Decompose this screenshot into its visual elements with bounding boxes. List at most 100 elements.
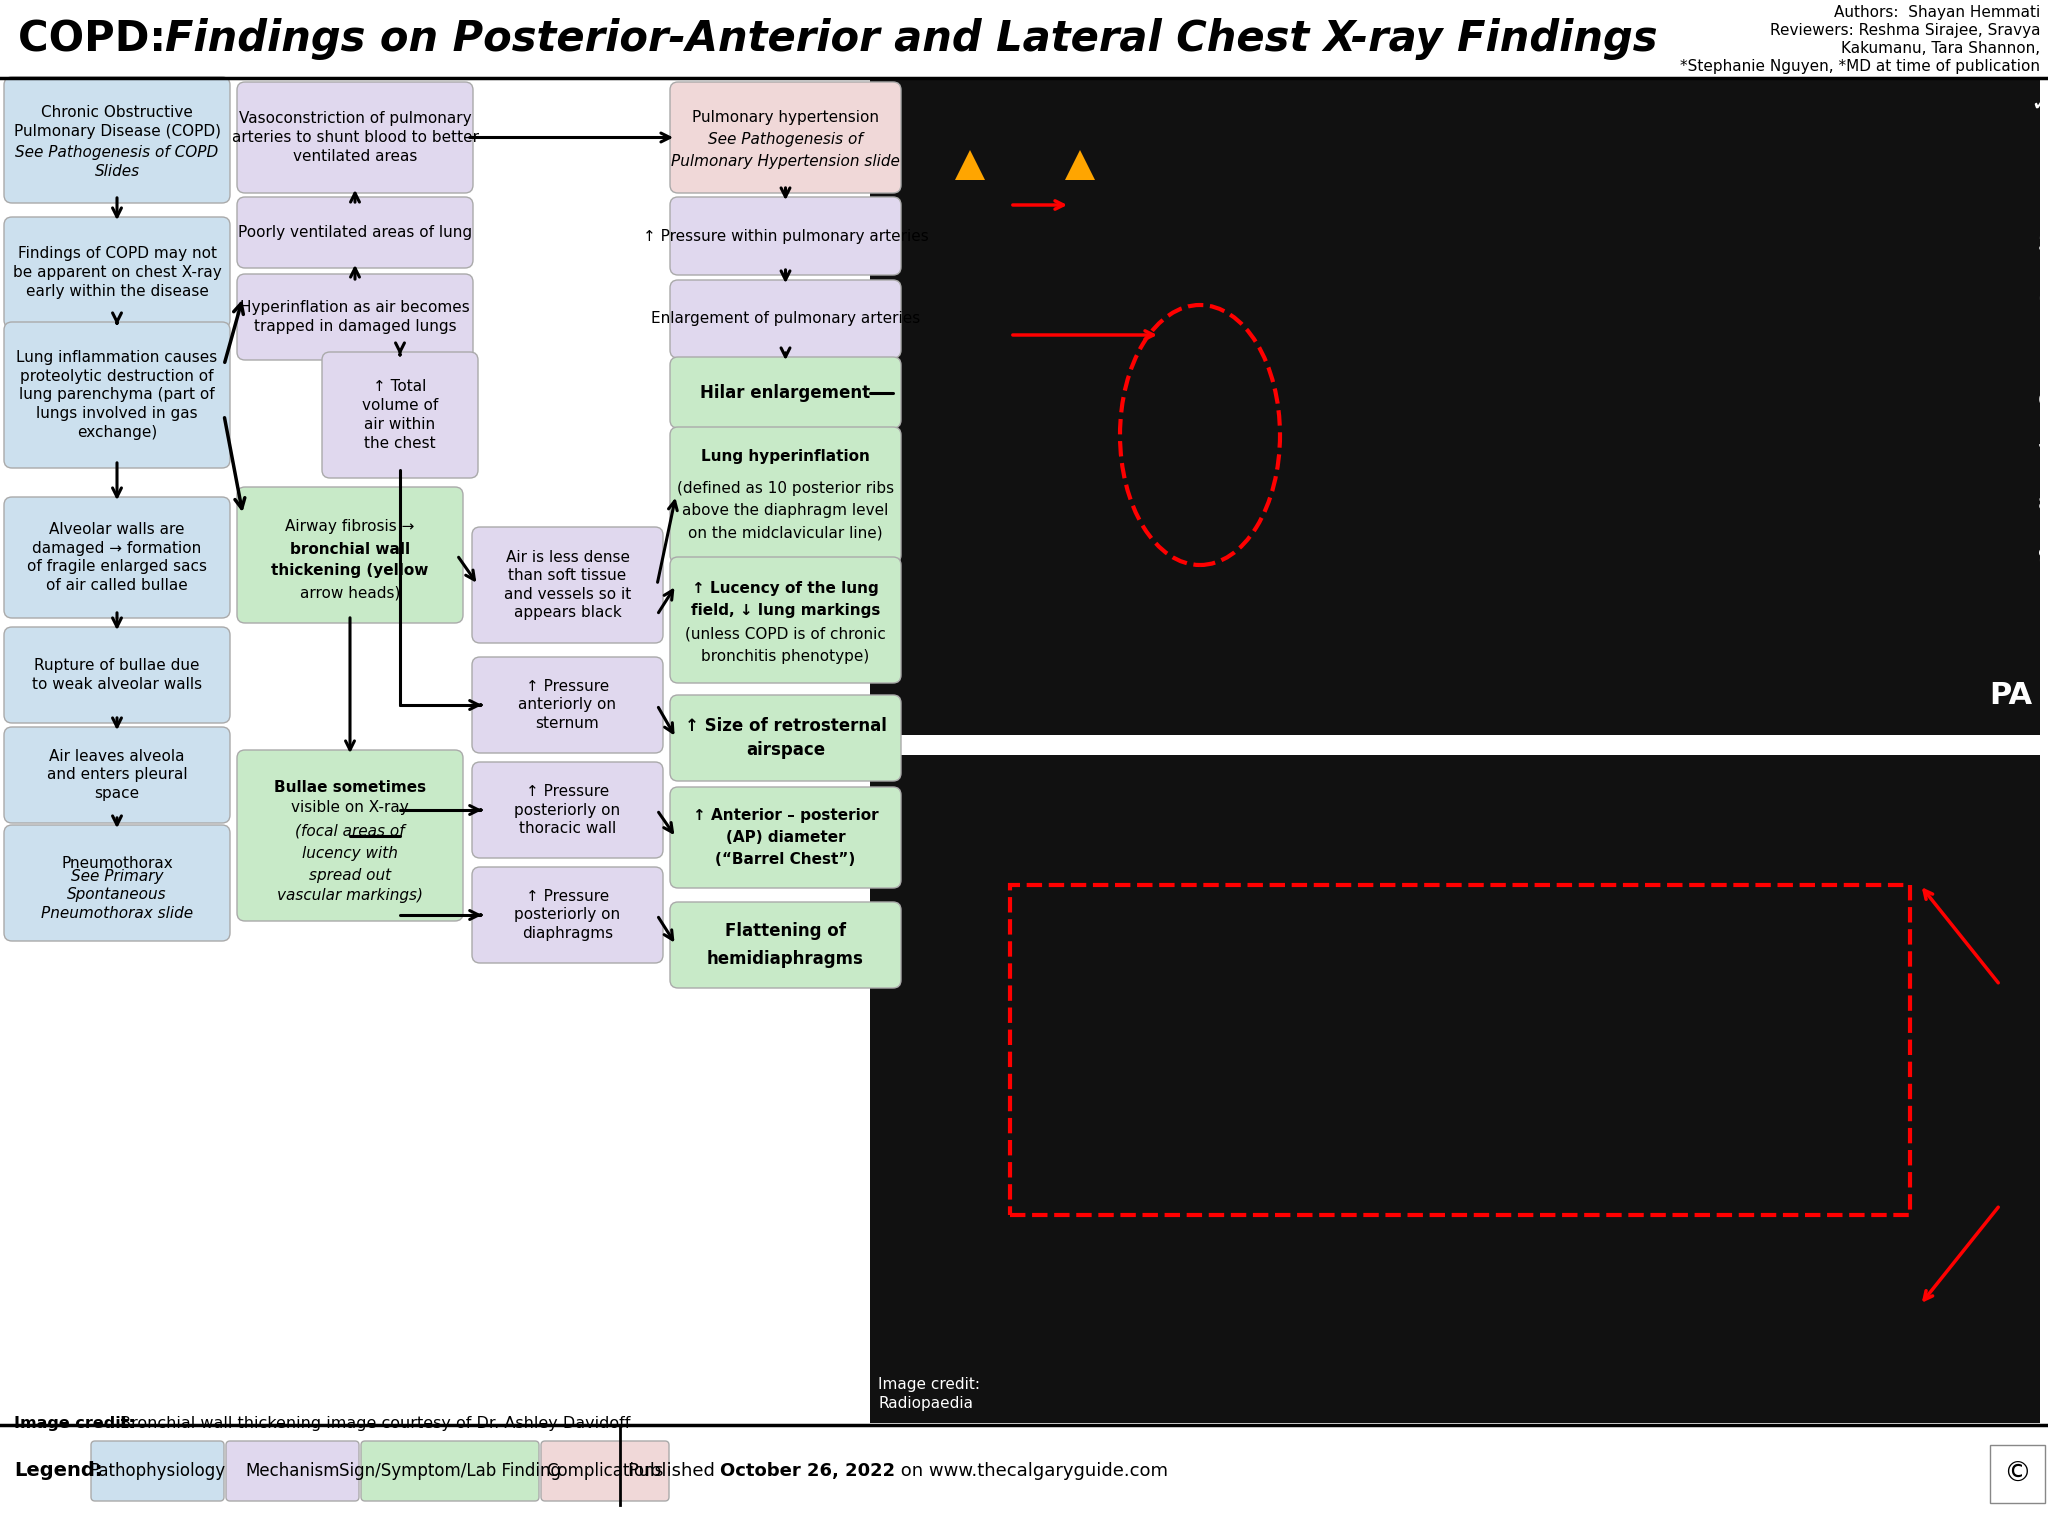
Text: Authors:  Shayan Hemmati: Authors: Shayan Hemmati: [1833, 5, 2040, 20]
Text: 7: 7: [2038, 442, 2048, 462]
FancyBboxPatch shape: [670, 280, 901, 358]
Text: Vasoconstriction of pulmonary
arteries to shunt blood to better
ventilated areas: Vasoconstriction of pulmonary arteries t…: [231, 112, 479, 164]
Text: 6: 6: [2038, 391, 2048, 409]
Text: Pathophysiology: Pathophysiology: [90, 1462, 225, 1480]
Text: field, ↓ lung markings: field, ↓ lung markings: [690, 603, 881, 618]
Text: airspace: airspace: [745, 741, 825, 759]
Text: Sign/Symptom/Lab Finding: Sign/Symptom/Lab Finding: [340, 1462, 561, 1480]
Text: Findings on Posterior-Anterior and Lateral Chest X-ray Findings: Findings on Posterior-Anterior and Later…: [166, 18, 1657, 61]
Text: Rupture of bullae due
to weak alveolar walls: Rupture of bullae due to weak alveolar w…: [33, 658, 203, 692]
Text: 5: 5: [2038, 338, 2048, 358]
Text: Flattening of: Flattening of: [725, 923, 846, 939]
Text: COPD:: COPD:: [18, 18, 180, 61]
Text: arrow heads): arrow heads): [299, 585, 399, 600]
FancyBboxPatch shape: [670, 197, 901, 276]
FancyBboxPatch shape: [90, 1441, 223, 1501]
Text: Pulmonary hypertension: Pulmonary hypertension: [692, 111, 879, 126]
Text: Air leaves alveola
and enters pleural
space: Air leaves alveola and enters pleural sp…: [47, 748, 186, 801]
FancyBboxPatch shape: [541, 1441, 670, 1501]
Text: ↑ Total
volume of
air within
the chest: ↑ Total volume of air within the chest: [362, 379, 438, 451]
Text: bronchial wall: bronchial wall: [291, 541, 410, 556]
Text: (focal areas of: (focal areas of: [295, 824, 406, 839]
Text: Hyperinflation as air becomes
trapped in damaged lungs: Hyperinflation as air becomes trapped in…: [240, 300, 469, 333]
FancyBboxPatch shape: [670, 695, 901, 782]
FancyBboxPatch shape: [4, 826, 229, 941]
Text: on the midclavicular line): on the midclavicular line): [688, 526, 883, 541]
Text: October 26, 2022: October 26, 2022: [721, 1462, 895, 1480]
FancyBboxPatch shape: [670, 901, 901, 988]
Text: Chronic Obstructive
Pulmonary Disease (COPD): Chronic Obstructive Pulmonary Disease (C…: [14, 105, 221, 139]
Text: 9: 9: [2038, 547, 2048, 565]
FancyBboxPatch shape: [4, 217, 229, 329]
Text: *Stephanie Nguyen, *MD at time of publication: *Stephanie Nguyen, *MD at time of public…: [1679, 59, 2040, 74]
Text: Findings of COPD may not
be apparent on chest X-ray
early within the disease: Findings of COPD may not be apparent on …: [12, 247, 221, 298]
Text: Airway fibrosis →: Airway fibrosis →: [285, 520, 414, 535]
Text: Poorly ventilated areas of lung: Poorly ventilated areas of lung: [238, 226, 471, 239]
Text: See Primary
Spontaneous
Pneumothorax slide: See Primary Spontaneous Pneumothorax sli…: [41, 870, 193, 921]
Text: Bronchial wall thickening image courtesy of Dr. Ashley Davidoff: Bronchial wall thickening image courtesy…: [121, 1417, 631, 1432]
Text: on www.thecalgaryguide.com: on www.thecalgaryguide.com: [895, 1462, 1167, 1480]
Bar: [870, 80, 2040, 735]
FancyBboxPatch shape: [670, 82, 901, 192]
Text: Published: Published: [629, 1462, 721, 1480]
FancyBboxPatch shape: [670, 358, 901, 429]
Text: Lung inflammation causes
proteolytic destruction of
lung parenchyma (part of
lun: Lung inflammation causes proteolytic des…: [16, 350, 217, 439]
FancyBboxPatch shape: [670, 786, 901, 888]
Text: 3: 3: [2038, 235, 2048, 253]
Text: Pulmonary Hypertension slide: Pulmonary Hypertension slide: [672, 155, 899, 170]
Text: visible on X-ray: visible on X-ray: [291, 800, 410, 815]
FancyBboxPatch shape: [670, 427, 901, 564]
Text: Enlargement of pulmonary arteries: Enlargement of pulmonary arteries: [651, 312, 920, 327]
Text: ↑ Pressure
anteriorly on
sternum: ↑ Pressure anteriorly on sternum: [518, 679, 616, 732]
FancyBboxPatch shape: [238, 197, 473, 268]
FancyBboxPatch shape: [471, 527, 664, 642]
FancyBboxPatch shape: [322, 351, 477, 479]
Text: 2: 2: [2038, 182, 2048, 201]
FancyBboxPatch shape: [238, 274, 473, 361]
FancyBboxPatch shape: [238, 750, 463, 921]
Text: thickening (yellow: thickening (yellow: [270, 564, 428, 579]
Text: spread out: spread out: [309, 868, 391, 883]
FancyBboxPatch shape: [360, 1441, 539, 1501]
Text: (AP) diameter: (AP) diameter: [725, 830, 846, 845]
FancyBboxPatch shape: [238, 486, 463, 623]
Text: Pneumothorax: Pneumothorax: [61, 856, 172, 871]
Text: (defined as 10 posterior ribs: (defined as 10 posterior ribs: [678, 482, 895, 497]
Text: Air is less dense
than soft tissue
and vessels so it
appears black: Air is less dense than soft tissue and v…: [504, 550, 631, 621]
Text: bronchitis phenotype): bronchitis phenotype): [700, 648, 870, 664]
Text: Bullae sometimes: Bullae sometimes: [274, 780, 426, 795]
Text: ↑ Pressure within pulmonary arteries: ↑ Pressure within pulmonary arteries: [643, 229, 928, 244]
FancyBboxPatch shape: [4, 323, 229, 468]
FancyBboxPatch shape: [471, 658, 664, 753]
Text: hemidiaphragms: hemidiaphragms: [707, 950, 864, 968]
FancyBboxPatch shape: [4, 497, 229, 618]
Text: ↑ Anterior – posterior: ↑ Anterior – posterior: [692, 807, 879, 823]
Text: ↑ Lucency of the lung: ↑ Lucency of the lung: [692, 580, 879, 595]
Text: 4: 4: [2038, 286, 2048, 306]
Text: vascular markings): vascular markings): [276, 888, 424, 903]
Text: Complications: Complications: [547, 1462, 664, 1480]
Text: ↑ Size of retrosternal: ↑ Size of retrosternal: [684, 717, 887, 735]
FancyBboxPatch shape: [471, 867, 664, 964]
FancyBboxPatch shape: [4, 627, 229, 723]
Text: Kakumanu, Tara Shannon,: Kakumanu, Tara Shannon,: [1841, 41, 2040, 56]
Text: Image credit:
Radiopaedia: Image credit: Radiopaedia: [879, 1377, 981, 1410]
FancyBboxPatch shape: [238, 82, 473, 192]
Text: ©: ©: [2003, 1460, 2032, 1488]
Text: Lung hyperinflation: Lung hyperinflation: [700, 450, 870, 465]
FancyBboxPatch shape: [4, 727, 229, 823]
FancyBboxPatch shape: [4, 77, 229, 203]
Text: (unless COPD is of chronic: (unless COPD is of chronic: [686, 627, 887, 641]
Text: ✓: ✓: [2030, 92, 2048, 117]
Text: ↑ Pressure
posteriorly on
thoracic wall: ↑ Pressure posteriorly on thoracic wall: [514, 783, 621, 836]
FancyBboxPatch shape: [670, 558, 901, 683]
Text: Legend:: Legend:: [14, 1462, 102, 1480]
FancyBboxPatch shape: [471, 762, 664, 857]
Bar: [1991, 1445, 2046, 1503]
Text: Mechanism: Mechanism: [246, 1462, 340, 1480]
Text: (“Barrel Chest”): (“Barrel Chest”): [715, 851, 856, 867]
Text: lucency with: lucency with: [301, 845, 397, 861]
Text: Reviewers: Reshma Sirajee, Sravya: Reviewers: Reshma Sirajee, Sravya: [1769, 23, 2040, 38]
Text: See Pathogenesis of: See Pathogenesis of: [709, 132, 862, 147]
Text: above the diaphragm level: above the diaphragm level: [682, 503, 889, 518]
